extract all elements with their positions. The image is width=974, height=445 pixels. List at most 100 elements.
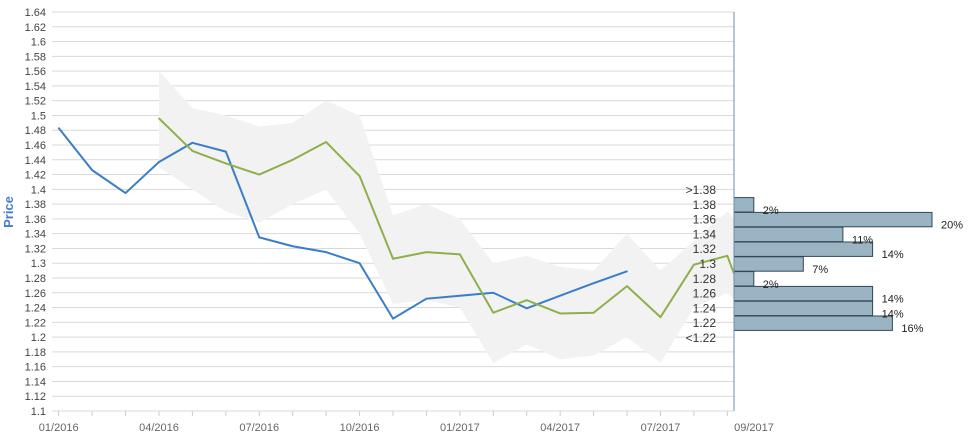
forecast-data-point [258,173,261,176]
y-tick-label: 1.3 [31,258,46,270]
forecast-data-point [592,311,595,314]
y-tick-label: 1.36 [25,214,46,226]
forecast-data-point [626,285,628,287]
histogram-bin-label: 1.26 [693,287,717,301]
forecast-data-point [325,141,327,143]
histogram-pct-label: 14% [882,249,904,261]
actual-data-point [492,291,495,294]
actual-data-point [258,236,261,239]
actual-series-line [57,127,628,320]
y-tick-label: 1.24 [25,303,46,315]
histogram-bin-label: 1.22 [693,316,717,330]
y-tick-label: 1.26 [25,288,46,300]
actual-data-point [392,317,394,320]
y-tick-label: 1.14 [25,376,46,388]
forecast-data-point [525,299,528,301]
y-tick-label: 1.48 [25,125,46,137]
actual-data-point [592,282,595,284]
histogram-bar [733,197,755,213]
y-tick-label: 1.16 [25,362,46,374]
histogram-bin-label: 1.32 [693,242,717,256]
y-tick-label: 1.2 [31,332,46,344]
actual-data-point [158,161,160,163]
y-axis-title: Price [1,196,16,228]
y-tick-label: 1.12 [25,391,46,403]
y-tick-label: 1.46 [25,140,46,152]
histogram-pct-label: 20% [941,220,963,232]
y-tick-label: 1.6 [31,37,46,49]
y-tick-label: 1.58 [25,51,46,63]
histogram-pct-label: 2% [763,279,779,291]
x-tick-label: 07/2016 [239,422,279,434]
forecast-data-point [726,255,729,257]
y-tick-label: 1.64 [25,7,46,19]
histogram-bar [733,285,874,302]
y-tick-label: 1.42 [25,170,46,182]
actual-data-point [559,294,561,297]
gridlines [52,11,734,412]
y-tick-label: 1.56 [25,66,46,78]
x-tick-label: 09/2017 [734,422,774,434]
actual-data-point [626,270,628,273]
y-tick-label: 1.34 [25,229,46,241]
actual-data-point [225,150,227,153]
x-tick-label: 10/2016 [340,422,380,434]
actual-data-point [124,192,127,194]
x-tick-label: 01/2016 [39,422,79,434]
histogram-bin-label: 1.34 [693,227,717,241]
forecast-data-point [358,175,361,177]
forecast-range-area [158,71,734,363]
x-tick-label: 04/2016 [139,422,179,434]
x-tick-labels: 01/2016 04/2016 07/2016 10/2016 01/2017 04/20… [39,422,774,434]
histogram-bar [733,271,755,287]
actual-data-point [57,127,60,129]
forecast-data-point [392,257,394,260]
actual-data-point [191,141,194,144]
y-tick-label: 1.54 [25,81,46,93]
histogram-bin-label: <1.22 [686,331,717,345]
histogram-pct-label: 11% [852,234,873,246]
y-tick-label: 1.18 [25,347,46,359]
actual-data-point [459,294,461,297]
y-tick-labels: 1.1 1.12 1.14 1.16 1.18 1.2 1.22 1.24 1.26 1.28 1.… [25,7,46,418]
forecast-data-point [459,253,461,256]
y-tick-label: 1.4 [31,184,46,196]
forecast-data-point [158,117,160,120]
y-tick-label: 1.52 [25,96,46,108]
forecast-data-point [492,311,495,314]
histogram-bar [733,226,844,243]
axes [52,12,735,416]
actual-data-point [525,307,528,310]
x-tick-label: 04/2017 [540,422,580,434]
histogram-pct-label: 7% [812,264,828,276]
y-tick-label: 1.44 [25,155,46,167]
x-tick-label: 07/2017 [641,422,681,434]
forecast-data-point [659,316,662,318]
histogram-bin-label: 1.36 [693,213,717,227]
forecast-data-point [693,263,695,266]
histogram-bin-label: >1.38 [686,183,717,197]
histogram-bar [733,315,893,331]
actual-data-point [291,245,294,248]
histogram-bin-label: 1.24 [693,301,717,315]
histogram-bin-label: 1.28 [693,272,717,286]
histogram-pct-label: 2% [763,205,779,217]
forecast-band [158,71,734,363]
forecast-data-point [559,312,561,315]
y-tick-label: 1.5 [31,110,46,122]
forecast-data-point [425,251,428,253]
series-lines [57,117,735,320]
forecast-data-point [191,150,194,152]
x-tick-label: 01/2017 [440,422,480,434]
actual-data-point [358,262,361,265]
histogram-bar [733,256,804,272]
forecast-data-point [225,162,227,165]
histogram-pct-label: 14% [882,308,904,320]
actual-data-point [91,169,93,171]
forecast-data-point [291,158,294,161]
y-tick-label: 1.22 [25,317,46,329]
y-tick-label: 1.62 [25,22,46,34]
y-tick-label: 1.38 [25,199,46,211]
